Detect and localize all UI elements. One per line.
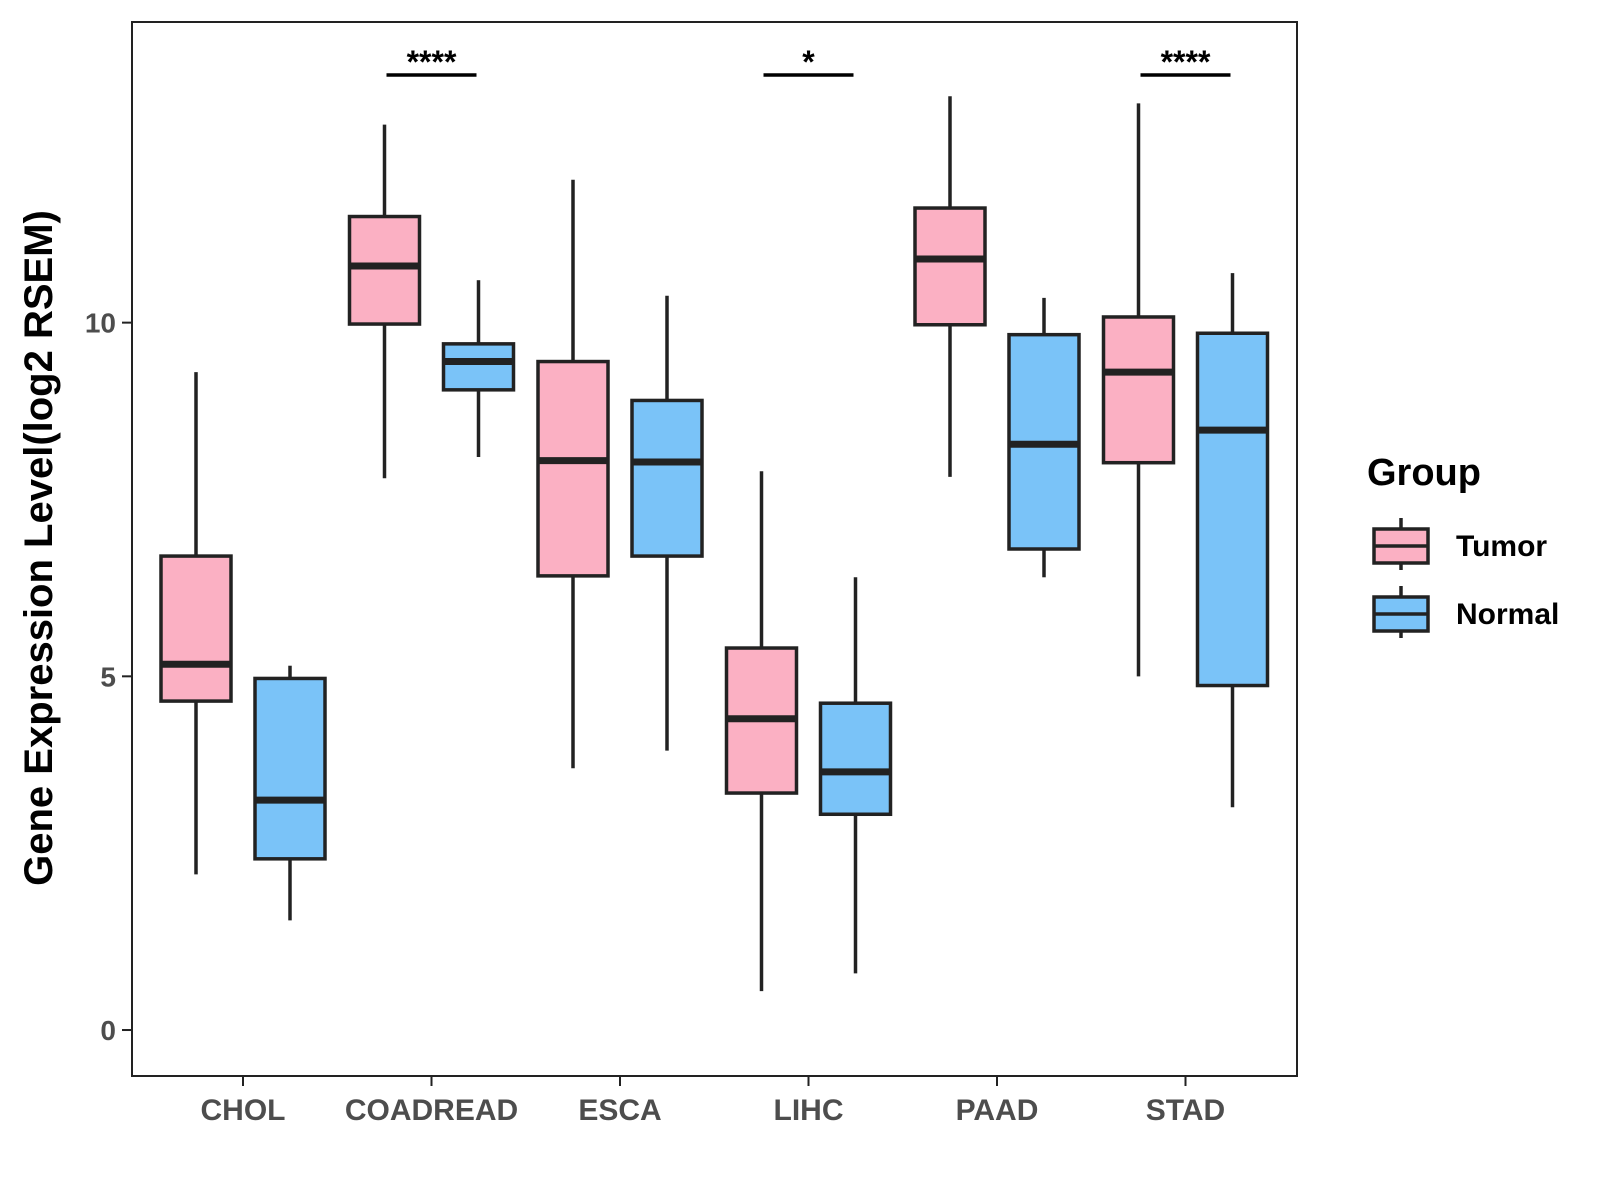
significance-label-lihc: * [802, 44, 815, 80]
box-body-tumor-stad [1101, 315, 1176, 465]
significance-stad: **** [1140, 44, 1231, 80]
box-body-normal-esca [630, 398, 704, 558]
legend-title: Group [1367, 452, 1481, 494]
y-tick-label-10: 10 [85, 308, 116, 339]
box-tumor-esca [536, 179, 610, 769]
box-tumor-chol [159, 372, 233, 875]
box-tumor-paad [913, 96, 987, 477]
x-tick-label-chol: CHOL [201, 1094, 286, 1127]
x-tick-label-paad: PAAD [956, 1094, 1039, 1127]
box-body-tumor-chol [159, 554, 233, 703]
legend: Group Tumor Normal [1367, 452, 1559, 638]
box-normal-lihc [818, 577, 893, 974]
box-tumor-stad [1101, 103, 1176, 677]
y-axis-label: Gene Expression Level(log2 RSEM) [17, 210, 61, 886]
plot-panel-border [131, 21, 1298, 1077]
box-body-tumor-coadread [347, 214, 422, 326]
y-tick-label-5: 5 [100, 661, 116, 692]
box-tumor-lihc [724, 471, 799, 992]
legend-items: Tumor Normal [1372, 518, 1559, 638]
x-tick-label-stad: STAD [1146, 1094, 1225, 1127]
y-tick-label-0: 0 [100, 1015, 116, 1046]
significance-label-coadread: **** [407, 44, 457, 80]
legend-label-normal: Normal [1456, 598, 1559, 631]
box-body-normal-coadread [441, 342, 516, 392]
box-normal-coadread [441, 280, 516, 458]
box-body-tumor-paad [913, 206, 987, 327]
legend-item-normal: Normal [1372, 586, 1559, 638]
box-body-normal-stad [1195, 331, 1270, 688]
box-body-normal-lihc [818, 701, 893, 817]
box-body-normal-chol [253, 676, 327, 861]
significance-coadread: **** [386, 44, 477, 80]
x-tick-label-coadread: COADREAD [345, 1094, 518, 1127]
significance-label-stad: **** [1161, 44, 1211, 80]
box-body-tumor-esca [536, 359, 610, 578]
legend-item-tumor: Tumor [1372, 518, 1547, 570]
x-tick-label-lihc: LIHC [774, 1094, 844, 1127]
significance-lihc: * [763, 44, 854, 80]
x-tick-label-esca: ESCA [578, 1094, 661, 1127]
box-normal-esca [630, 295, 704, 751]
box-normal-stad [1195, 273, 1270, 808]
box-tumor-coadread [347, 124, 422, 479]
legend-label-tumor: Tumor [1456, 530, 1547, 563]
box-normal-chol [253, 665, 327, 921]
box-normal-paad [1007, 297, 1081, 578]
